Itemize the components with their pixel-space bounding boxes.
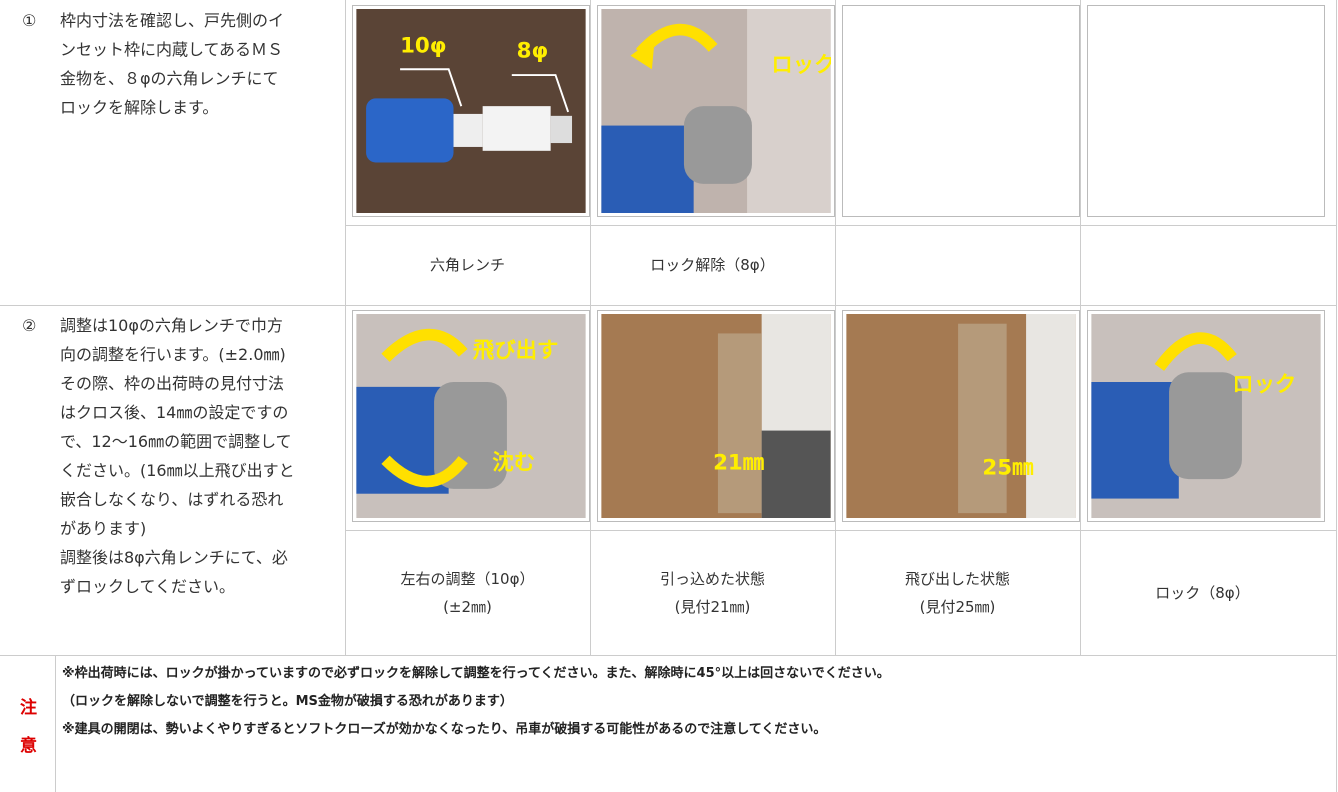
step-number: ① [22,11,37,30]
photo-frame [842,5,1080,217]
step-text: はクロス後、14㎜の設定ですの [60,403,289,422]
notice-text: ※建具の開閉は、勢いよくやりすぎるとソフトクローズが効かなくなったり、吊車が破損… [62,722,827,737]
photo-frame: 25㎜ [842,310,1080,522]
rule [345,225,1336,226]
rule [0,655,1336,656]
step-number: ② [22,316,37,335]
step-text: ンセット枠に内蔵してあるＭＳ [60,40,284,59]
notice-label: 意 [20,736,37,756]
notice-text: （ロックを解除しないで調整を行うと。MS金物が破損する恐れがあります） [62,694,513,709]
photo: 21㎜ [601,314,831,518]
photo-frame: ロック [1087,310,1325,522]
step-text: 枠内寸法を確認し、戸先側のイ [60,11,285,30]
rule [1080,305,1081,655]
step-text: 嵌合しなくなり、はずれる恐れ [60,490,284,509]
photo-frame: ロック解除 [597,5,835,217]
caption: ロック（8φ） [1155,583,1250,602]
step-text: で、12～16㎜の範囲で調整して [60,432,292,451]
caption: (±2㎜) [443,597,492,616]
step-text: があります) [60,519,147,538]
caption: (見付25㎜) [919,597,996,616]
step-text: 調整は10φの六角レンチで巾方 [60,316,283,335]
step-text: ロックを解除します。 [60,98,219,117]
rule [835,0,836,305]
rule [55,655,56,792]
step-text: その際、枠の出荷時の見付寸法 [60,374,285,393]
notice-text: ※枠出荷時には、ロックが掛かっていますので必ずロックを解除して調整を行ってくださ… [62,666,890,681]
photo-label: 25㎜ [982,455,1034,480]
caption: (見付21㎜) [674,597,751,616]
rule [590,0,591,305]
caption: ロック解除（8φ） [650,256,775,274]
caption: 六角レンチ [429,256,505,274]
photo: 25㎜ [846,314,1076,518]
photo-frame: 10φ 8φ [352,5,590,217]
photo: ロック解除 [601,9,831,213]
step-text: 金物を、８φの六角レンチにて [60,69,279,88]
photo-label: 沈む [492,450,535,475]
caption: 左右の調整（10φ） [400,569,535,588]
notice-label: 注 [20,698,37,718]
rule [1336,0,1337,792]
photo-label: ロック [1232,373,1296,398]
photo-label: 21㎜ [713,450,765,475]
photo: 10φ 8φ [356,9,586,213]
photo-label: 飛び出す [473,339,558,364]
step-text: 調整後は8φ六角レンチにて、必 [60,548,288,567]
photo-frame: 飛び出す 沈む [352,310,590,522]
photo-label: 8φ [517,39,549,64]
rule [345,530,1336,531]
rule [345,0,346,655]
photo-frame [1087,5,1325,217]
photo-label: ロック解除 [771,52,831,78]
rule [1080,0,1081,305]
photo: ロック [1091,314,1321,518]
step-text: ずロックしてください。 [60,577,236,596]
step-text: 向の調整を行います。(±2.0㎜) [60,345,286,364]
photo-label: 10φ [400,34,446,59]
rule [0,305,1336,306]
step-text: ください。(16㎜以上飛び出すと [60,461,295,480]
photo-frame: 21㎜ [597,310,835,522]
rule [835,305,836,655]
rule [590,305,591,655]
caption: 飛び出した状態 [904,569,1010,588]
caption: 引っ込めた状態 [659,569,765,588]
